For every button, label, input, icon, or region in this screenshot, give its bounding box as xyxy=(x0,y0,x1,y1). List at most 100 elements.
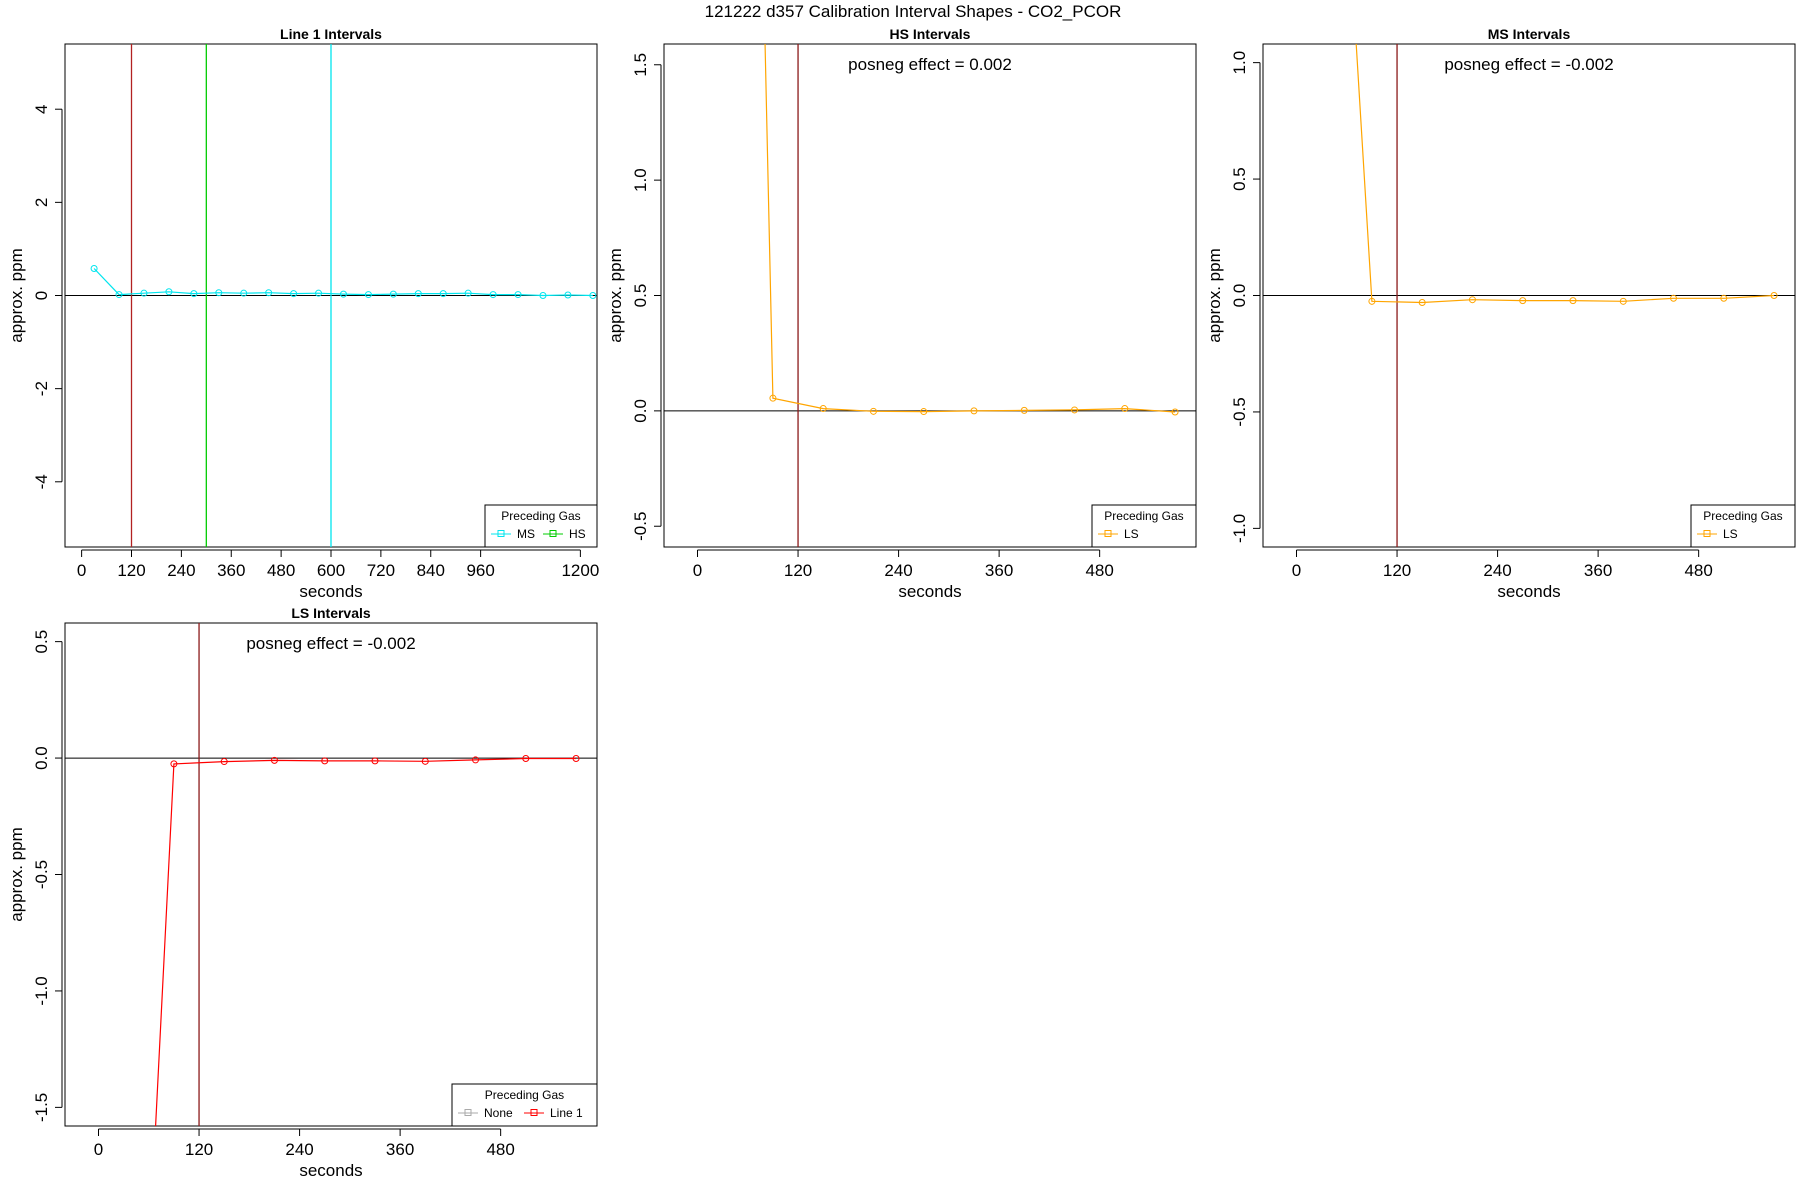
panel-title: Line 1 Intervals xyxy=(280,26,382,42)
data-point xyxy=(920,408,928,416)
x-tick-label: 480 xyxy=(486,1140,514,1159)
series-line-line-1 xyxy=(154,757,577,1126)
y-tick-label: 0.5 xyxy=(631,284,650,308)
y-tick-label: 0.0 xyxy=(32,746,51,770)
y-tick-label: 1.0 xyxy=(1230,51,1249,75)
data-point xyxy=(1368,297,1376,305)
data-point xyxy=(1619,297,1627,305)
y-tick-label: -0.5 xyxy=(1230,397,1249,426)
data-point xyxy=(220,758,228,766)
y-tick-label: 4 xyxy=(32,104,51,113)
data-point xyxy=(140,289,148,297)
legend-entry-label: MS xyxy=(517,527,535,541)
chart-panel-4: LS Intervals 0 120 240 360 480 seconds -1.5 -1.0… xyxy=(7,605,598,1180)
legend-marker-swatch xyxy=(549,530,557,537)
data-point xyxy=(1352,25,1358,31)
x-tick-label: 240 xyxy=(285,1140,313,1159)
data-point xyxy=(769,394,777,402)
legend: Preceding Gas LS xyxy=(1091,504,1197,548)
plot-frame xyxy=(663,43,1197,548)
data-point xyxy=(564,291,572,299)
data-point xyxy=(1071,406,1079,414)
panel-title: HS Intervals xyxy=(890,26,971,42)
data-point xyxy=(589,292,597,299)
legend: Preceding Gas LS xyxy=(1690,504,1796,548)
x-axis-label: seconds xyxy=(898,582,961,601)
data-point xyxy=(514,291,522,299)
data-point xyxy=(472,756,480,764)
y-tick-label: 0 xyxy=(32,291,51,300)
y-axis-label: approx. ppm xyxy=(7,248,26,343)
data-point xyxy=(170,760,178,768)
x-tick-label: 360 xyxy=(217,561,245,580)
x-tick-label: 720 xyxy=(367,561,395,580)
data-point xyxy=(389,290,397,298)
data-point xyxy=(364,291,372,299)
series-line-ms xyxy=(93,268,593,297)
data-point xyxy=(489,291,497,299)
plot-area xyxy=(65,44,597,547)
legend: Preceding Gas MS HS xyxy=(484,504,598,548)
x-tick-label: 0 xyxy=(94,1140,103,1159)
legend-box xyxy=(484,504,598,548)
x-axis-label: seconds xyxy=(299,582,362,601)
legend-title: Preceding Gas xyxy=(1104,509,1183,523)
data-point xyxy=(150,1174,156,1180)
data-point xyxy=(215,289,223,297)
data-point xyxy=(1418,298,1426,306)
data-point xyxy=(970,407,978,415)
data-point xyxy=(414,290,422,298)
y-tick-label: 0.0 xyxy=(631,399,650,423)
data-point xyxy=(190,290,198,298)
figure-title: 121222 d357 Calibration Interval Shapes … xyxy=(705,2,1122,21)
data-point xyxy=(819,405,827,413)
legend-box xyxy=(1091,504,1197,548)
x-tick-label: 1200 xyxy=(561,561,599,580)
data-point xyxy=(421,757,429,765)
y-tick-label: -1.0 xyxy=(1230,514,1249,543)
x-axis-label: seconds xyxy=(1497,582,1560,601)
data-point xyxy=(165,288,173,296)
y-tick-label: -1.0 xyxy=(32,976,51,1005)
y-tick-label: 1.5 xyxy=(631,53,650,77)
data-point xyxy=(1569,297,1577,305)
data-point xyxy=(439,290,447,298)
data-point xyxy=(1770,292,1778,299)
data-point xyxy=(1519,297,1527,305)
data-point xyxy=(464,289,472,297)
plot-frame xyxy=(64,622,598,1127)
data-point xyxy=(115,291,123,299)
y-tick-label: 0.0 xyxy=(1230,284,1249,308)
x-tick-label: 840 xyxy=(417,561,445,580)
legend-box xyxy=(451,1083,598,1127)
data-point xyxy=(90,264,98,272)
data-point xyxy=(290,290,298,298)
legend-marker-swatch xyxy=(1703,530,1711,537)
x-tick-label: 120 xyxy=(117,561,145,580)
legend-marker-swatch xyxy=(1104,530,1112,537)
y-tick-label: -4 xyxy=(32,474,51,489)
data-point xyxy=(1670,294,1678,302)
x-tick-label: 0 xyxy=(77,561,86,580)
data-point xyxy=(522,755,530,763)
x-tick-label: 360 xyxy=(386,1140,414,1159)
x-tick-label: 240 xyxy=(1483,561,1511,580)
y-tick-label: 0.5 xyxy=(32,630,51,654)
plot-area xyxy=(1263,25,1795,547)
y-axis-label: approx. ppm xyxy=(7,827,26,922)
legend-entry-label: HS xyxy=(569,527,586,541)
x-tick-label: 360 xyxy=(1584,561,1612,580)
legend-entry-label: None xyxy=(484,1106,513,1120)
x-tick-label: 120 xyxy=(784,561,812,580)
data-point xyxy=(265,289,273,297)
plot-area xyxy=(65,623,597,1180)
x-tick-label: 240 xyxy=(884,561,912,580)
data-point xyxy=(321,757,329,765)
y-tick-label: 1.0 xyxy=(631,168,650,192)
series-line-ls xyxy=(1355,44,1775,304)
series-line-ls xyxy=(764,44,1176,413)
x-tick-label: 960 xyxy=(466,561,494,580)
panel-title: LS Intervals xyxy=(291,605,371,621)
